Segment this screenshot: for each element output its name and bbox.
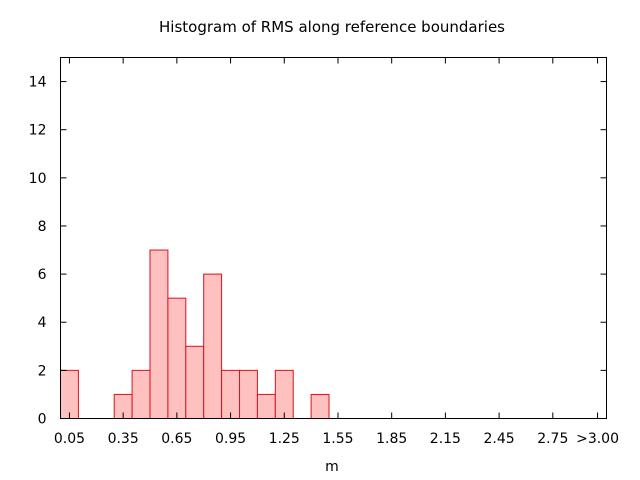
y-tick-label: 0 [38,412,47,428]
histogram-bar [167,297,187,419]
ticks-group [60,57,607,419]
chart-title: Histogram of RMS along reference boundar… [159,18,505,36]
y-tick-label: 10 [29,171,47,187]
x-tick-label: 2.45 [484,431,515,447]
x-tick-label: 2.15 [430,431,461,447]
x-tick-label: 2.75 [537,431,568,447]
y-tick-label: 12 [29,123,47,139]
bars-group [60,249,330,420]
x-axis-label: m [325,459,339,475]
histogram-bar [203,273,223,419]
x-tick-label: 1.55 [322,431,353,447]
y-tick-label: 2 [38,363,47,379]
x-tick-label: 0.95 [215,431,246,447]
histogram-bar [221,369,241,420]
histogram-bar [131,369,151,420]
histogram-bar [256,393,276,419]
x-tick-label: 1.25 [269,431,300,447]
x-tick-labels: 0.05 0.35 0.65 0.95 1.25 1.55 1.85 2.15 2.45 2.75… [54,431,619,447]
histogram-bar [274,369,294,420]
histogram-bar [310,393,330,419]
x-tick-label: 0.05 [54,431,85,447]
x-tick-label: 0.35 [108,431,139,447]
y-tick-label: 4 [38,315,47,331]
histogram-bar [60,369,79,420]
x-tick-label: 0.65 [161,431,192,447]
histogram-bar [185,345,205,419]
histogram-bar [239,369,258,420]
plot-frame [60,57,607,419]
x-tick-label: 1.85 [376,431,407,447]
y-tick-label: 8 [38,219,47,235]
y-tick-label: 14 [29,75,47,91]
y-tick-label: 6 [38,267,47,283]
histogram-bar [149,249,169,419]
y-tick-labels: 0 2 4 6 8 10 12 14 [29,75,47,428]
x-tick-label: >3.00 [576,431,619,447]
